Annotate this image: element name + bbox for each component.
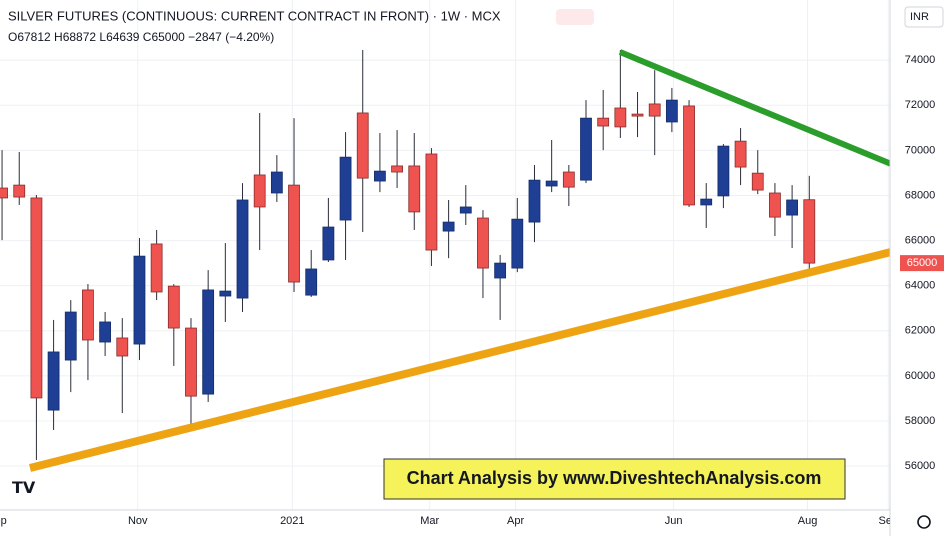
- candle-body: [116, 337, 129, 357]
- last-price-tag: [900, 255, 944, 272]
- candle-body: [734, 140, 747, 168]
- candle-body: [0, 187, 8, 199]
- annotation-box: [383, 458, 846, 500]
- candle-body: [133, 255, 146, 345]
- x-tick-label: Sep: [0, 515, 7, 527]
- annotation-text: Chart Analysis by www.DiveshtechAnalysis…: [407, 468, 822, 488]
- candle-body: [13, 184, 26, 198]
- candle-body: [47, 351, 60, 411]
- chart-title: SILVER FUTURES (CONTINUOUS: CURRENT CONT…: [8, 8, 501, 23]
- y-tick-label: 74000: [905, 54, 936, 66]
- candle-body: [562, 171, 575, 188]
- candle-body: [322, 226, 335, 261]
- resistance-arrow: [618, 49, 937, 185]
- candle-body: [786, 199, 799, 216]
- candle-body: [614, 107, 627, 128]
- y-tick-label: 66000: [905, 234, 936, 246]
- grid: [0, 0, 890, 510]
- x-tick-label: 2021: [280, 515, 304, 527]
- candle-body: [528, 179, 541, 223]
- candle-body: [374, 170, 386, 182]
- candle-body: [511, 218, 524, 269]
- candle-body: [545, 180, 558, 187]
- x-tick-labels: Sep Nov 2021 Mar Apr Jun Aug Sep: [0, 515, 898, 527]
- last-price-label: 65000: [907, 257, 938, 269]
- y-tick-label: 62000: [905, 325, 936, 337]
- candle-body: [185, 327, 197, 397]
- candle-body: [408, 165, 421, 213]
- candle-body: [494, 262, 507, 279]
- currency-label[interactable]: INR: [910, 11, 929, 23]
- candle-body: [64, 311, 77, 361]
- candle-body: [356, 112, 369, 179]
- status-pill: [556, 9, 594, 25]
- x-tick-label: Jun: [665, 515, 683, 527]
- candle-body: [219, 290, 232, 297]
- y-tick-label: 56000: [905, 460, 936, 472]
- candle-body: [253, 174, 266, 208]
- y-tick-label: 64000: [905, 280, 936, 292]
- axes: 56000 58000 60000 62000 64000 66000 68000 70000…: [0, 54, 944, 527]
- candle-body: [167, 285, 180, 329]
- candle-body: [717, 145, 730, 197]
- candle-body: [597, 117, 610, 127]
- candle-body: [202, 289, 215, 395]
- y-tick-label: 58000: [905, 415, 936, 427]
- y-tick-label: 60000: [905, 370, 936, 382]
- candle-body: [288, 184, 300, 283]
- candle-body: [99, 321, 112, 343]
- candle-body: [305, 268, 318, 296]
- candle-body: [751, 172, 764, 191]
- candle-body: [391, 165, 403, 173]
- settings-icon[interactable]: [917, 515, 931, 529]
- candle-body: [648, 103, 661, 117]
- candles: [0, 50, 816, 460]
- candle-body: [82, 289, 94, 341]
- candle-body: [769, 192, 781, 218]
- y-tick-label: 72000: [905, 99, 936, 111]
- candle-body: [150, 243, 163, 293]
- candle-body: [580, 117, 592, 181]
- candle-body: [236, 199, 249, 299]
- candle-body: [339, 156, 352, 221]
- candle-body: [803, 199, 816, 264]
- y-tick-label: 70000: [905, 144, 936, 156]
- trend-lines: [29, 49, 937, 472]
- candle-body: [665, 99, 678, 123]
- candle-body: [30, 197, 43, 399]
- x-tick-label: Aug: [798, 515, 818, 527]
- x-tick-label: Sep: [878, 515, 898, 527]
- currency-button[interactable]: [904, 6, 944, 28]
- x-tick-label: Nov: [128, 515, 148, 527]
- time-axis-panel: [0, 510, 890, 536]
- candle-body: [477, 217, 489, 269]
- support-arrow: [29, 234, 931, 472]
- candle-body: [459, 206, 472, 214]
- ohlc-legend: O67812 H68872 L64639 C65000 −2847 (−4.20…: [8, 30, 274, 44]
- candle-body: [700, 198, 713, 206]
- candle-body: [425, 153, 438, 251]
- candle-body: [683, 105, 695, 206]
- candle-body: [631, 113, 644, 117]
- y-tick-label: 68000: [905, 189, 936, 201]
- candle-body: [442, 221, 455, 232]
- x-tick-label: Mar: [420, 515, 439, 527]
- candle-body: [270, 171, 283, 194]
- x-tick-label: Apr: [507, 515, 524, 527]
- logo: 𝗧𝗩: [12, 480, 36, 497]
